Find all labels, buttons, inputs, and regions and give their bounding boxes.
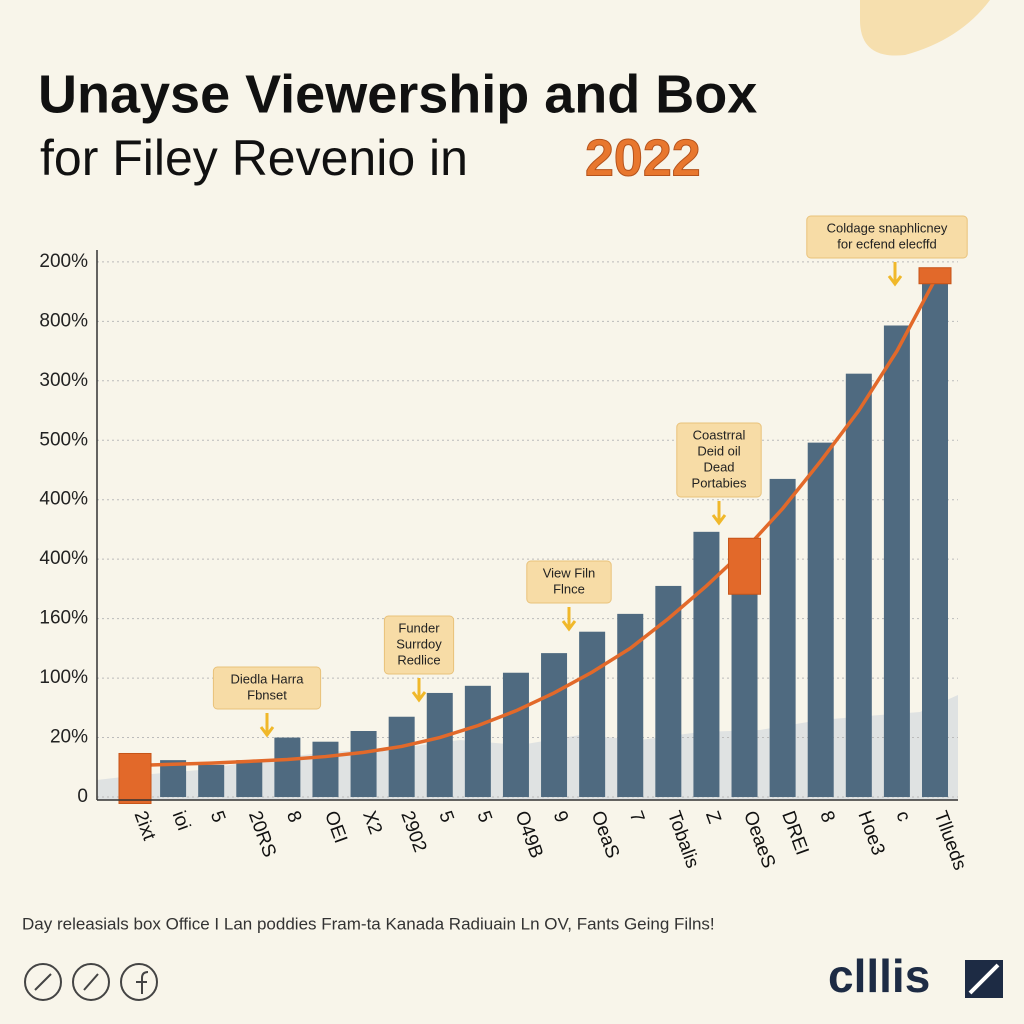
highlight-marker: [728, 537, 762, 595]
icon-glyph: [136, 971, 149, 994]
bar: [426, 692, 453, 797]
annotation-arrow: [711, 501, 727, 526]
y-tick-label: 0: [77, 786, 88, 807]
footnote: Day releasials box Office I Lan poddies …: [22, 914, 715, 933]
annotation-text: View Filn: [543, 565, 596, 580]
social-icons: [24, 963, 158, 1001]
annotation-arrow: [887, 262, 903, 287]
y-tick-label: 300%: [39, 370, 88, 391]
annotation-arrow: [411, 678, 427, 703]
annotation-arrow: [259, 713, 275, 738]
annotation-box: [806, 215, 968, 259]
y-tick-label: 20%: [50, 727, 88, 748]
corner-decoration: [860, 0, 990, 56]
bar: [274, 737, 301, 797]
y-tick-label: 200%: [39, 251, 88, 272]
icon-glyph: [83, 973, 99, 991]
annotation-box: [526, 560, 612, 604]
annotation-text: Coastrral: [693, 427, 746, 442]
annotation-box: [676, 422, 762, 498]
bar: [845, 373, 872, 797]
bar: [769, 478, 796, 797]
brand-mark-slash: [968, 963, 1000, 995]
bar: [731, 559, 758, 797]
bar: [312, 741, 339, 797]
annotation-text: Deid oil: [697, 443, 740, 458]
bar: [922, 279, 948, 797]
bar: [502, 672, 529, 797]
bar: [350, 731, 377, 797]
annotation-text: Diedla Harra: [231, 671, 305, 686]
annotation-arrow: [561, 607, 577, 632]
y-tick-label: 400%: [39, 548, 88, 569]
title-line-1: Unayse Viewership and Box: [38, 64, 757, 124]
bar: [883, 325, 910, 797]
annotation-text: Flnce: [553, 581, 585, 596]
y-tick-label: 500%: [39, 429, 88, 450]
bar: [388, 716, 415, 797]
bar: [693, 531, 720, 797]
annotation-text: Portabies: [692, 475, 747, 490]
y-tick-label: 800%: [39, 310, 88, 331]
brand: clllis: [828, 950, 930, 1002]
icon-glyph: [34, 973, 52, 991]
annotation-box: [383, 615, 455, 675]
annotation-text: Funder: [398, 620, 440, 635]
bar: [198, 764, 225, 797]
annotation-text: Redlice: [397, 652, 440, 667]
annotation-text: Fbnset: [247, 687, 287, 702]
icon-share[interactable]: [24, 963, 62, 1001]
y-tick-label: 160%: [39, 608, 88, 629]
bar: [807, 442, 834, 797]
highlight-marker: [918, 267, 952, 285]
highlight-marker: [118, 752, 152, 804]
title-year: 2022: [585, 130, 701, 188]
y-tick-label: 400%: [39, 489, 88, 510]
annotation-text: Dead: [703, 459, 734, 474]
bar: [464, 685, 491, 797]
title-line-2: for Filey Revenio in: [40, 130, 468, 186]
bar: [541, 653, 568, 797]
icon-edit[interactable]: [72, 963, 110, 1001]
line: [134, 278, 937, 768]
bar: [579, 631, 606, 797]
bar: [617, 613, 644, 797]
annotation-text: Coldage snaphlicney: [827, 220, 948, 235]
bar: [655, 585, 682, 797]
annotation-text: for ecfend elecffd: [837, 236, 937, 251]
annotation-text: Surrdoy: [396, 636, 442, 651]
icon-facebook[interactable]: [120, 963, 158, 1001]
bar: [236, 760, 263, 797]
annotation-box: [212, 666, 322, 710]
y-tick-label: 100%: [39, 667, 88, 688]
